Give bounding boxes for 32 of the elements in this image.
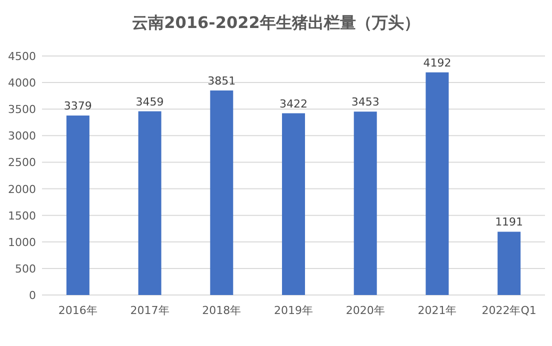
bar	[498, 232, 521, 295]
x-tick-label: 2022年Q1	[482, 304, 536, 317]
y-tick-label: 0	[29, 289, 36, 302]
data-label: 1191	[495, 216, 524, 229]
y-tick-label: 4500	[8, 50, 36, 63]
data-label: 3459	[136, 95, 164, 108]
y-tick-label: 1000	[8, 236, 36, 249]
bar	[210, 90, 234, 295]
bar	[66, 116, 90, 295]
x-tick-label: 2016年	[58, 304, 98, 317]
y-tick-label: 4000	[8, 76, 36, 90]
data-label: 3851	[208, 74, 236, 88]
x-tick-label: 2018年	[202, 304, 242, 317]
bar	[354, 112, 377, 295]
bar	[426, 72, 449, 295]
y-tick-label: 2000	[8, 182, 36, 196]
x-tick-label: 2019年	[274, 304, 313, 317]
bar	[282, 113, 305, 295]
y-tick-label: 3000	[8, 130, 36, 143]
data-label: 4192	[423, 56, 452, 70]
chart-title: 云南2016-2022年生猪出栏量（万头）	[132, 13, 420, 32]
x-tick-label: 2020年	[346, 304, 385, 317]
data-label: 3453	[351, 96, 380, 109]
y-tick-label: 1500	[8, 209, 36, 222]
y-tick-label: 3500	[8, 103, 36, 116]
x-tick-label: 2017年	[130, 304, 170, 317]
y-tick-label: 500	[15, 262, 36, 276]
x-tick-label: 2021年	[418, 304, 457, 317]
data-label: 3422	[280, 97, 308, 110]
bar	[138, 111, 162, 295]
y-tick-label: 2500	[8, 156, 36, 170]
data-label: 3379	[64, 100, 92, 113]
